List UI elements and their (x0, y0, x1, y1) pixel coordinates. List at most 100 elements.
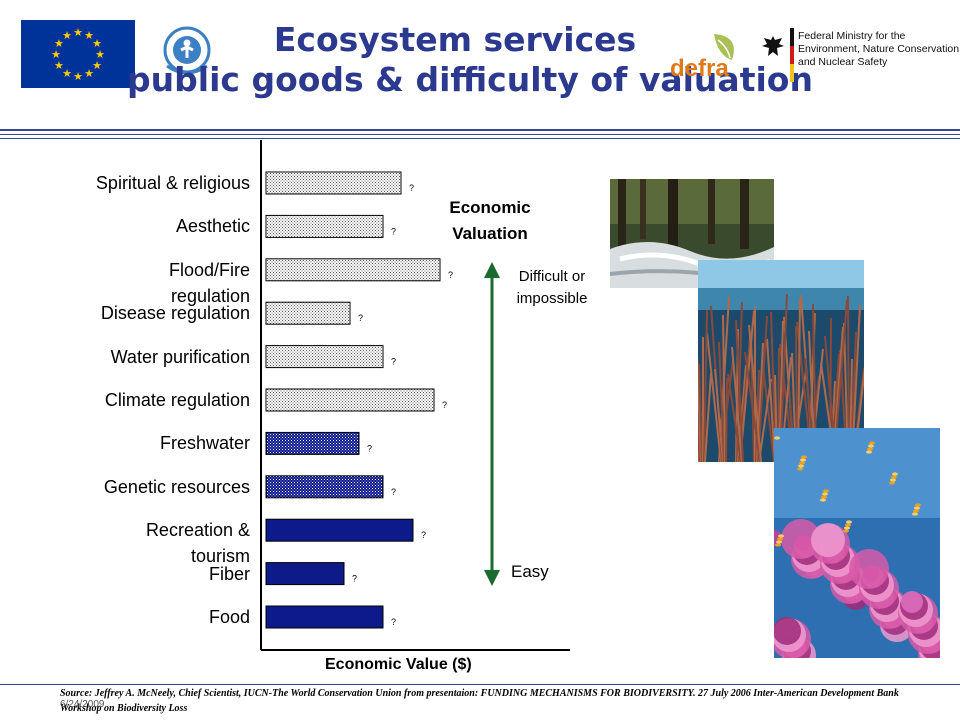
bar-data-label: ? (442, 400, 447, 410)
economic-valuation-line1: Economic (449, 198, 531, 217)
bar-genetic-resources (265, 475, 384, 499)
seagrass-blade (714, 368, 724, 462)
seagrass-blade (698, 354, 702, 462)
bar-food (265, 605, 384, 629)
fish-icon (866, 450, 872, 454)
seagrass-blade (744, 351, 761, 462)
easy-label: Easy (511, 562, 549, 581)
fish-icon (822, 492, 828, 496)
difficult-line1: Difficult or (518, 268, 586, 285)
fish-icon (843, 529, 849, 533)
fish-icon (913, 509, 919, 513)
bar-data-label: ? (391, 487, 396, 497)
category-label-line: Climate regulation (104, 390, 250, 410)
coral-reef-photo (774, 428, 940, 658)
bar-data-label: ? (409, 183, 414, 193)
header-divider-top (0, 129, 960, 131)
flag-stripe-black (790, 28, 794, 46)
coral-blob (901, 591, 923, 613)
eu-star-icon: ★ (92, 37, 102, 50)
fish-icon (820, 498, 826, 502)
seagrass-blade (704, 372, 712, 462)
category-label: Disease regulation (101, 300, 250, 326)
category-label: Flood/Fire regulation (169, 257, 250, 309)
ministry-name: Federal Ministry for the Environment, Na… (798, 30, 959, 69)
fish-icon (844, 526, 850, 530)
seagrass-photo (698, 260, 864, 462)
coral-blob (849, 549, 889, 589)
seagrass-blade (698, 363, 703, 462)
fish-icon (776, 540, 782, 544)
unep-logo (155, 20, 219, 84)
fish-icon (799, 461, 805, 465)
bar-data-label: ? (448, 270, 453, 280)
bar-data-label: ? (421, 530, 426, 540)
x-axis-label: Economic Value ($) (325, 656, 472, 673)
eu-star-icon: ★ (73, 70, 83, 83)
eu-star-icon: ★ (51, 48, 61, 61)
economic-valuation-line2: Valuation (452, 224, 528, 243)
seagrass-blade (722, 314, 726, 462)
fish-icon (777, 537, 783, 541)
difficulty-arrow-icon (484, 262, 500, 586)
ministry-line2: Environment, Nature Conservation (798, 43, 960, 55)
slide-title-line1: Ecosystem services (273, 20, 637, 59)
category-label: Recreation & tourism (146, 517, 250, 569)
bar-data-label: ? (391, 617, 396, 627)
category-label-line: Aesthetic (175, 216, 250, 237)
seagrass-blade (725, 377, 728, 462)
fish-icon (797, 467, 803, 471)
fish-icon (798, 464, 804, 468)
fish-icon (890, 478, 896, 482)
eu-flag-icon: ★ ★★★★★★★★★★★ (21, 20, 135, 88)
category-label: Water purification (111, 344, 250, 370)
fish-icon (801, 455, 807, 459)
defra-leaf-icon: defra (670, 34, 734, 82)
category-label-line: Food (208, 607, 250, 627)
category-label: Spiritual & religious (96, 170, 250, 196)
category-label: Food (209, 604, 250, 630)
category-label: Freshwater (160, 430, 250, 456)
bar-water-purification (265, 345, 384, 369)
category-label-line: Fiber (208, 563, 250, 584)
bar-spiritual-religious (265, 171, 402, 195)
defra-logo: defra (670, 30, 748, 92)
category-label-line: regulation (170, 285, 250, 306)
fish-icon (892, 472, 898, 476)
economic-valuation-label: Economic Valuation (420, 195, 560, 247)
fish-icon (823, 489, 829, 493)
eu-star-icon: ★ (95, 48, 105, 61)
category-label-line: Genetic resources (103, 476, 250, 497)
unep-globe-icon (163, 26, 211, 75)
bar-chart: ??????????? (260, 140, 570, 651)
seagrass-blade (731, 346, 743, 462)
category-label: Climate regulation (105, 387, 250, 413)
bar-flood-fire-regulation (265, 258, 441, 282)
fish-icon (868, 444, 874, 448)
flag-stripe-red (790, 46, 794, 64)
seagrass-blade (698, 417, 701, 462)
eu-star-icon: ★ (73, 26, 83, 39)
seagrass-blade (718, 341, 725, 462)
bar-data-label: ? (352, 574, 357, 584)
eu-star-icon: ★ (84, 29, 94, 42)
fish-icon (867, 447, 873, 451)
fish-icon (912, 512, 918, 516)
source-citation: Source: Jeffrey A. McNeely, Chief Scient… (60, 688, 899, 714)
category-label: Fiber (209, 561, 250, 587)
seagrass-blade (703, 309, 708, 462)
bmu-logo: Federal Ministry for the Environment, Na… (760, 28, 960, 94)
bar-recreation-tourism (265, 518, 414, 542)
ministry-line3: and Nuclear Safety (798, 56, 888, 68)
bar-data-label: ? (391, 226, 396, 236)
eu-star-icon: ★ (54, 37, 64, 50)
header-divider-bottom (0, 138, 960, 139)
bar-climate-regulation (265, 388, 435, 412)
category-label: Aesthetic (176, 213, 250, 239)
category-label-line: Spiritual & religious (95, 173, 250, 193)
flag-stripe-gold (790, 64, 794, 82)
header-divider-mid (0, 134, 960, 135)
bar-aesthetic (265, 214, 384, 238)
coral-blob (811, 523, 845, 557)
eagle-icon (762, 36, 784, 56)
